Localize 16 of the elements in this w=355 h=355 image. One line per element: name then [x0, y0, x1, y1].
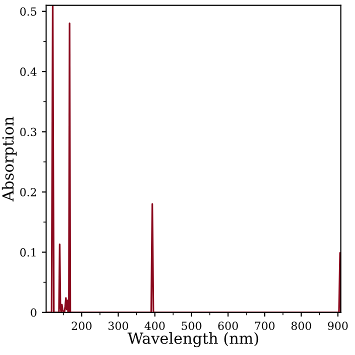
x-tick-label: 300	[108, 322, 128, 330]
x-tick-label: 600	[218, 322, 238, 330]
y-tick-label: 0.2	[20, 188, 36, 196]
x-tick-label: 700	[254, 322, 275, 330]
y-tick-label: 0	[30, 308, 36, 317]
y-tick-label: 0.4	[20, 68, 37, 76]
y-axis-title: Absorption	[2, 116, 17, 202]
y-tick-label: 0.3	[20, 128, 36, 136]
x-tick-label: 500	[182, 322, 202, 330]
y-tick-label: 0.1	[20, 248, 36, 257]
x-axis-title: Wavelength (nm)	[128, 332, 258, 348]
x-tick-label: 800	[291, 322, 312, 330]
x-tick-label: 400	[144, 322, 165, 330]
x-tick-label: 900	[328, 322, 348, 330]
x-tick-label: 200	[72, 322, 92, 330]
y-tick-label: 0.5	[20, 7, 36, 16]
